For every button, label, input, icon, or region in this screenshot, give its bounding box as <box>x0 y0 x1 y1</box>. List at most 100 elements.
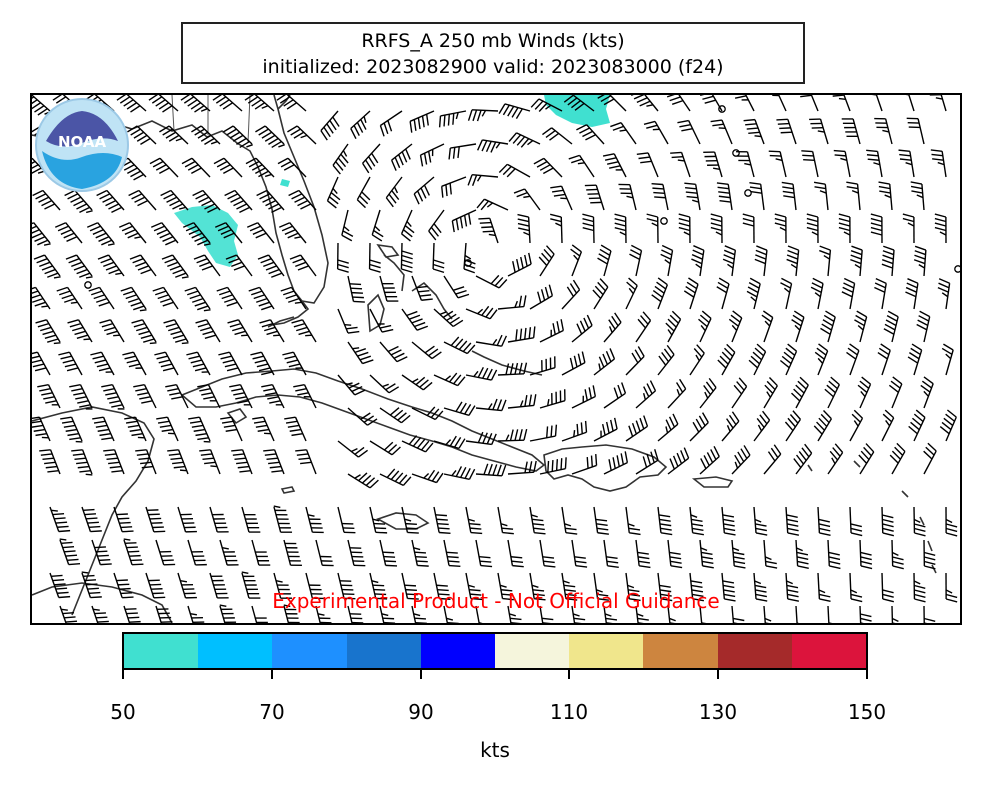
wind-barb-feather <box>224 363 237 368</box>
wind-barb-feather <box>293 322 306 328</box>
wind-barb-feather <box>286 102 297 110</box>
wind-barb-feather <box>846 351 857 360</box>
wind-barb-feather <box>361 162 370 174</box>
wind-barb-feather <box>424 345 435 354</box>
jet-patch-north <box>544 95 610 127</box>
wind-barb-feather <box>669 458 675 470</box>
wind-barb-feather <box>882 518 894 523</box>
wind-barb-feather <box>588 387 592 399</box>
wind-barb-feather <box>204 461 216 465</box>
wind-barb-feather <box>61 541 73 544</box>
wind-barb-feather <box>232 134 244 142</box>
wind-barb-feather <box>434 410 444 420</box>
wind-barb-shaft <box>810 95 819 112</box>
wind-barb-feather <box>513 188 525 194</box>
wind-barb-feather <box>755 589 767 593</box>
wind-barb-feather <box>432 268 445 274</box>
wind-barb-feather <box>332 164 341 175</box>
wind-barb-feather <box>843 282 855 289</box>
wind-barb-feather <box>293 384 305 388</box>
wind-barb-feather <box>786 254 798 260</box>
wind-barb-feather <box>860 390 866 398</box>
colorbar-tick-label: 110 <box>549 700 589 724</box>
wind-barb-feather <box>542 556 555 559</box>
wind-barb-feather <box>517 218 530 223</box>
wind-barb-feather <box>695 263 702 269</box>
wind-barb-feather <box>86 583 98 586</box>
wind-barb-feather <box>838 217 851 223</box>
wind-barb-feather <box>159 232 171 239</box>
wind-barb-feather <box>237 400 249 404</box>
wind-barb-feather <box>223 232 235 239</box>
wind-barb-feather <box>68 258 80 264</box>
wind-barb-feather <box>921 380 933 389</box>
wind-barb-feather <box>654 449 659 461</box>
wind-barb-feather <box>283 290 295 296</box>
wind-barb-feather <box>427 151 432 163</box>
wind-barb-feather <box>483 463 489 475</box>
wind-barb-feather <box>251 164 263 171</box>
noaa-logo-text: NOAA <box>58 133 107 151</box>
wind-barb-feather <box>98 236 110 242</box>
wind-barb-feather <box>659 523 672 527</box>
wind-barb-feather <box>215 96 227 104</box>
wind-barb-feather <box>446 551 458 554</box>
wind-barb-feather <box>562 580 570 584</box>
wind-barb-feather <box>47 338 59 343</box>
wind-barb-feather <box>390 159 397 171</box>
wind-barb-feather <box>411 378 419 383</box>
wind-barb-feather <box>569 357 574 370</box>
wind-barb-feather <box>264 326 276 332</box>
wind-barb-feather <box>337 263 349 269</box>
wind-barb-feather <box>128 189 140 197</box>
wind-barb-feather <box>660 532 673 536</box>
wind-barb-feather <box>239 206 250 214</box>
wind-barb-feather <box>88 286 100 292</box>
wind-barb-feather <box>157 294 169 300</box>
wind-barb-feather <box>433 259 445 265</box>
wind-barb-feather <box>583 317 590 329</box>
wind-barb-feather <box>672 455 679 467</box>
wind-barb-feather <box>356 122 364 133</box>
wind-barb-feather <box>469 523 481 526</box>
wind-barb-feather <box>135 449 147 452</box>
wind-barb-feather <box>337 268 349 273</box>
wind-barb-feather <box>133 322 146 328</box>
wind-barb-feather <box>780 282 791 289</box>
wind-barb-feather <box>565 593 577 597</box>
wind-barb-feather <box>787 593 799 598</box>
wind-barb-feather <box>117 583 130 586</box>
wind-barb-feather <box>610 122 622 128</box>
wind-barb-feather <box>510 617 522 621</box>
wind-barb-feather <box>261 322 274 328</box>
wind-barb-feather <box>476 175 482 182</box>
wind-barb-feather <box>945 523 958 528</box>
wind-barb-feather <box>754 258 766 265</box>
wind-barb-feather <box>560 319 564 331</box>
wind-barb-feather <box>246 222 258 228</box>
wind-barb-feather <box>32 189 44 197</box>
wind-barb-feather <box>830 376 840 386</box>
wind-barb-feather <box>757 424 763 432</box>
wind-barb-feather <box>34 301 46 307</box>
wind-barb-feather <box>62 359 74 364</box>
wind-barb-feather <box>636 97 648 103</box>
wind-barb-feather <box>917 319 929 327</box>
wind-barb-feather <box>628 287 634 295</box>
wind-barb-feather <box>53 342 61 345</box>
wind-barb-feather <box>584 420 588 433</box>
wind-barb-feather <box>93 294 105 300</box>
wind-barb-feather <box>383 441 394 451</box>
wind-barb-feather <box>195 432 207 437</box>
wind-barb-feather <box>459 216 464 229</box>
wind-barb-feather <box>73 392 85 396</box>
wind-barb-feather <box>699 314 710 324</box>
wind-barb-feather <box>88 591 101 595</box>
wind-barb-feather <box>857 324 864 331</box>
wind-barb-feather <box>746 290 758 298</box>
wind-barb-feather <box>138 457 150 461</box>
wind-barb-feather <box>670 560 682 564</box>
wind-barb-feather <box>104 453 117 456</box>
wind-barb-feather <box>724 598 736 602</box>
wind-barb-feather <box>923 390 929 397</box>
